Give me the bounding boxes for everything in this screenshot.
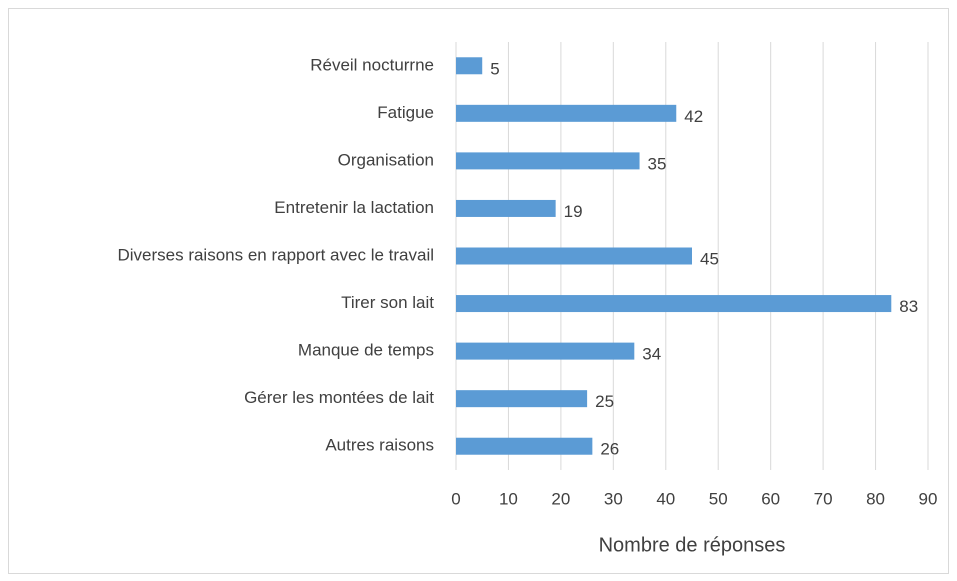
bar: [456, 247, 692, 265]
x-tick-label: 20: [551, 489, 570, 508]
y-tick-label: Gérer les montées de lait: [244, 388, 434, 407]
x-tick-label: 10: [499, 489, 518, 508]
data-label: 83: [899, 297, 918, 316]
y-tick-label: Fatigue: [377, 103, 434, 122]
data-label: 26: [600, 440, 619, 459]
y-tick-label: Diverses raisons en rapport avec le trav…: [117, 245, 434, 264]
y-tick-label: Autres raisons: [325, 436, 434, 455]
x-tick-label: 60: [761, 489, 780, 508]
bar: [456, 199, 556, 217]
data-label: 45: [700, 249, 719, 268]
y-tick-label: Manque de temps: [298, 341, 434, 360]
x-tick-label: 0: [451, 489, 460, 508]
data-label: 42: [684, 107, 703, 126]
bar: [456, 342, 635, 360]
x-tick-label: 70: [814, 489, 833, 508]
x-tick-label: 40: [656, 489, 675, 508]
data-label: 19: [564, 202, 583, 221]
bar: [456, 104, 677, 122]
y-tick-label: Entretenir la lactation: [274, 198, 434, 217]
bar: [456, 152, 640, 170]
bar: [456, 390, 588, 408]
data-label: 35: [648, 154, 667, 173]
data-label: 25: [595, 392, 614, 411]
x-tick-label: 50: [709, 489, 728, 508]
data-label: 34: [642, 345, 661, 364]
y-tick-label: Tirer son lait: [341, 293, 434, 312]
bar: [456, 437, 593, 455]
bar: [456, 295, 892, 313]
chart-frame: [8, 8, 949, 574]
x-axis-title: Nombre de réponses: [599, 534, 786, 556]
y-tick-label: Réveil nocturrne: [310, 55, 434, 74]
bar: [456, 57, 483, 75]
y-tick-label: Organisation: [338, 150, 434, 169]
x-tick-label: 30: [604, 489, 623, 508]
data-label: 5: [490, 59, 499, 78]
x-tick-label: 90: [919, 489, 938, 508]
x-tick-label: 80: [866, 489, 885, 508]
